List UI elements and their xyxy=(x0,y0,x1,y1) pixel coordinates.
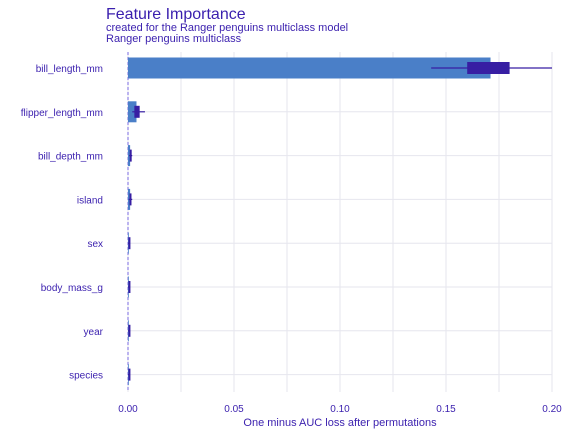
y-tick-label: sex xyxy=(87,239,103,250)
y-tick-label: species xyxy=(69,371,103,382)
bars xyxy=(128,57,491,386)
x-tick-label: 0.10 xyxy=(330,404,350,415)
y-tick-label: island xyxy=(77,195,103,206)
y-tick-label: year xyxy=(84,327,104,338)
chart-title: Feature Importance xyxy=(106,6,246,23)
bar-flipper_length_mm xyxy=(128,101,137,123)
y-tick-label: bill_length_mm xyxy=(36,64,103,75)
y-tick-label: flipper_length_mm xyxy=(21,108,103,119)
chart-subtitle-line-2: Ranger penguins multiclass xyxy=(106,33,242,45)
x-tick-label: 0.20 xyxy=(542,404,562,415)
x-tick-label: 0.15 xyxy=(436,404,456,415)
box-flipper_length_mm xyxy=(134,105,140,118)
x-axis-title: One minus AUC loss after permutations xyxy=(243,417,437,429)
x-tick-label: 0.00 xyxy=(118,404,138,415)
x-tick-label: 0.05 xyxy=(224,404,244,415)
box-sex xyxy=(128,237,131,250)
x-axis-labels: 0.00 0.05 0.10 0.15 0.20 xyxy=(118,404,562,415)
chart-subtitle-line-1: created for the Ranger penguins multicla… xyxy=(106,22,348,34)
box-bill_depth_mm xyxy=(129,149,132,162)
box-island xyxy=(129,193,132,206)
box-species xyxy=(128,368,131,381)
gridlines xyxy=(127,52,553,392)
y-axis-labels: bill_length_mm flipper_length_mm bill_dept… xyxy=(21,64,104,382)
bar-bill_length_mm xyxy=(128,57,491,79)
box-year xyxy=(128,324,131,337)
y-tick-label: body_mass_g xyxy=(41,283,103,294)
box-body_mass_g xyxy=(128,281,131,293)
box-bill_length_mm xyxy=(467,62,510,74)
y-tick-label: bill_depth_mm xyxy=(38,152,103,163)
boxplots xyxy=(128,62,552,381)
